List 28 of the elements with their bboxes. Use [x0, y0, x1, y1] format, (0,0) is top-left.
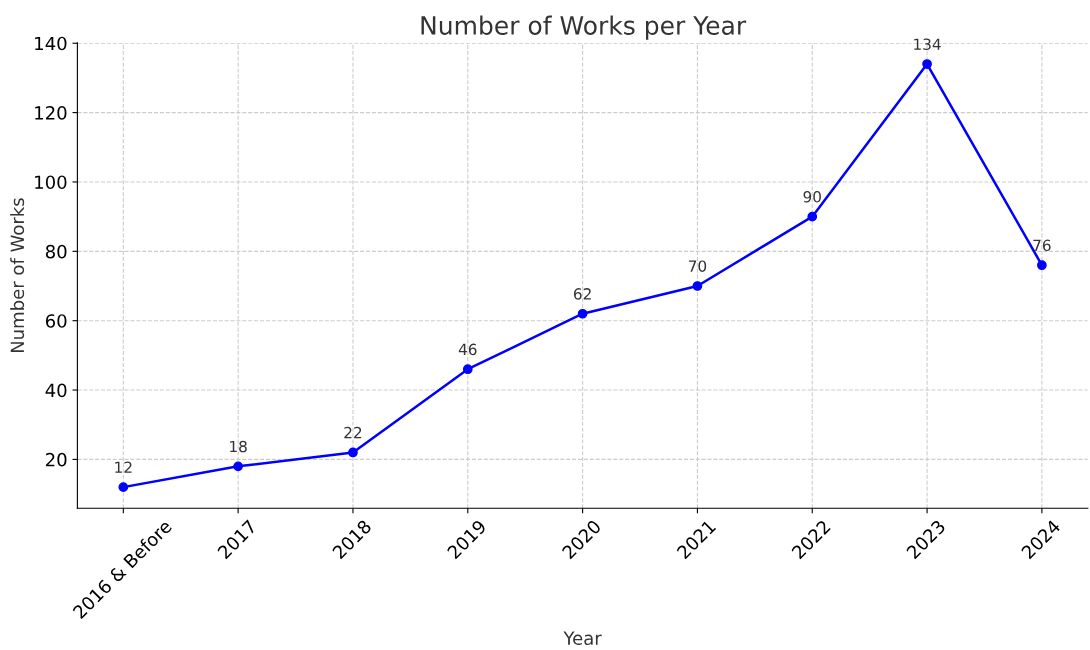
- y-tick-label: 20: [46, 452, 67, 467]
- data-label: 12: [115, 461, 132, 473]
- point: [922, 59, 932, 69]
- y-tick-label: 100: [35, 175, 67, 190]
- data-label: 90: [803, 191, 821, 203]
- point: [233, 461, 244, 472]
- point: [348, 447, 358, 458]
- data-label: 134: [914, 38, 941, 50]
- data-label: 70: [688, 260, 707, 272]
- y-axis-title: Number of Works: [10, 198, 25, 353]
- data-label: 18: [230, 440, 247, 453]
- chart-title: Number of Works per Year: [421, 15, 747, 40]
- data-label: 46: [458, 343, 477, 356]
- point: [118, 482, 129, 493]
- data-label: 76: [1033, 239, 1051, 252]
- data-label: 62: [573, 288, 591, 300]
- point: [462, 364, 473, 375]
- point: [1037, 260, 1047, 271]
- y-tick-label: 80: [45, 244, 67, 259]
- point: [807, 211, 818, 222]
- y-tick-label: 140: [35, 36, 67, 51]
- data-label: 22: [344, 426, 362, 439]
- y-tick-label: 120: [35, 106, 67, 120]
- point: [692, 281, 703, 291]
- y-tick-label: 40: [45, 383, 67, 398]
- y-tick-label: 60: [45, 314, 67, 328]
- x-axis-title: Year: [563, 631, 602, 645]
- point: [577, 308, 588, 319]
